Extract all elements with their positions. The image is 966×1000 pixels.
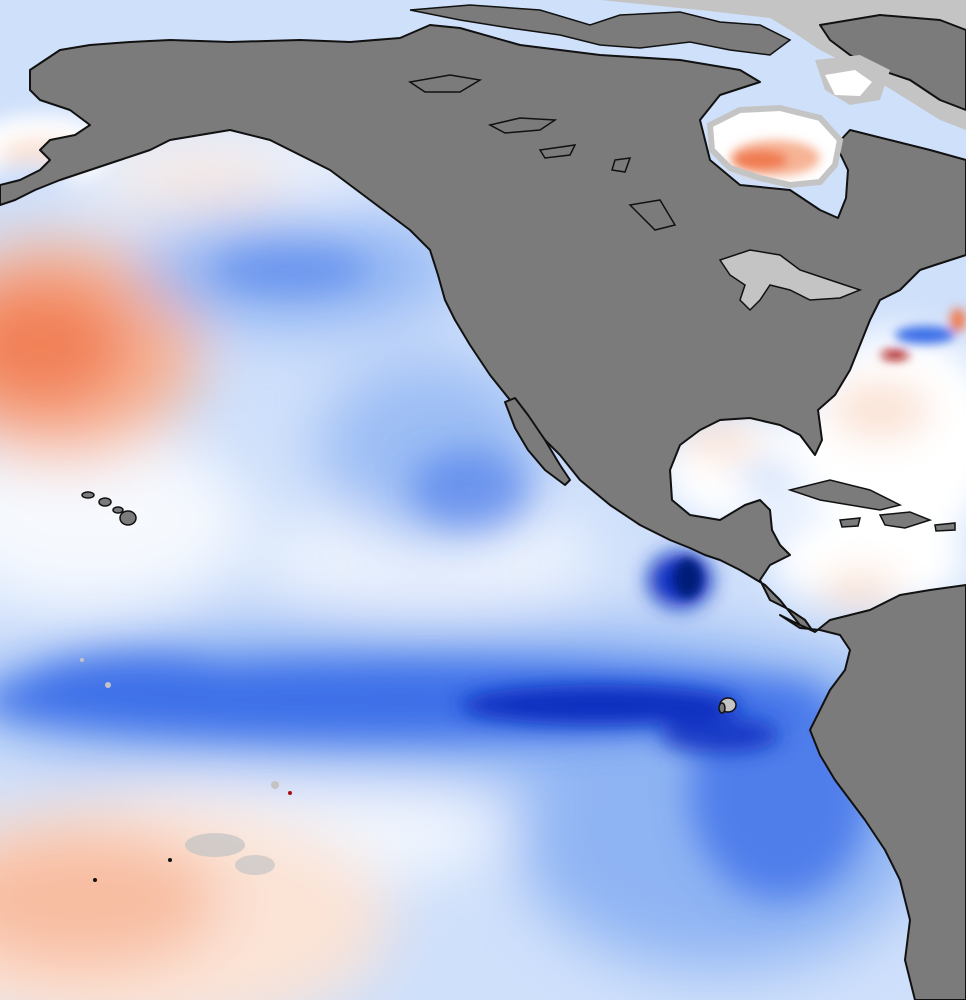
arctic-island-5 [611,157,632,173]
cold-tongue-west [20,655,260,725]
great-lakes [718,249,863,312]
gulf-of-tehuantepec-core [674,558,702,598]
baja-cool-zone [410,450,530,530]
hawaii-island-2 [98,497,112,507]
kiribati-dot-1 [105,682,111,688]
galapagos-island-2 [718,702,726,714]
north-pacific-warm-core [0,280,130,410]
polynesia-island-group-2 [235,855,275,875]
kiribati-dot-2 [80,658,84,662]
hawaii-island-4 [119,510,137,526]
north-pacific-warm-fringe [110,150,290,210]
arctic-island-3 [538,144,577,159]
greenland [819,14,966,111]
caribbean-warm-patch [820,570,900,610]
central-pacific-neutral-zone [260,500,600,620]
hudson-bay-ice-ring [706,104,844,189]
south-pacific-islands [80,658,292,882]
caribbean-water [770,510,966,610]
polynesia-dot-1 [168,858,172,862]
hawaii [81,491,137,526]
puerto-rico [934,522,956,532]
polynesia-dot-2 [93,878,97,882]
arctic-island-2 [408,74,483,93]
polynesia-dot-4 [271,781,279,789]
gulf-stream-warm-streak [881,350,909,360]
hudson-bay-warm-core [732,150,788,170]
baja-california [504,397,571,486]
gulf-of-alaska-strong-band [210,245,370,295]
cold-tongue-deep-east [660,717,780,753]
jamaica [839,517,861,528]
south-america-landmass [779,584,966,1000]
gulf-stream-cool-streak [895,326,955,344]
arctic-ice-margin [0,0,966,130]
south-pacific-warm-core [0,830,220,970]
polynesia-island-group-1 [185,833,245,857]
hawaii-island-1 [81,491,95,499]
polynesia-dot-3 [288,791,292,795]
galapagos [718,697,737,714]
gulf-stream-warm-east [950,308,966,332]
hawaii-island-3 [112,506,124,514]
gulf-of-mexico-cool-patch [740,460,800,500]
greenland-snow-patch [825,70,872,96]
arctic-island-4 [628,199,677,231]
arctic-island-1 [487,117,558,134]
cold-tongue-deep-core [460,685,740,725]
western-atlantic-warm-patch [830,380,930,440]
north-america-landmass [0,24,966,631]
canadian-arctic-archipelago [409,4,792,56]
cuba [787,479,903,511]
hispaniola [878,511,933,529]
